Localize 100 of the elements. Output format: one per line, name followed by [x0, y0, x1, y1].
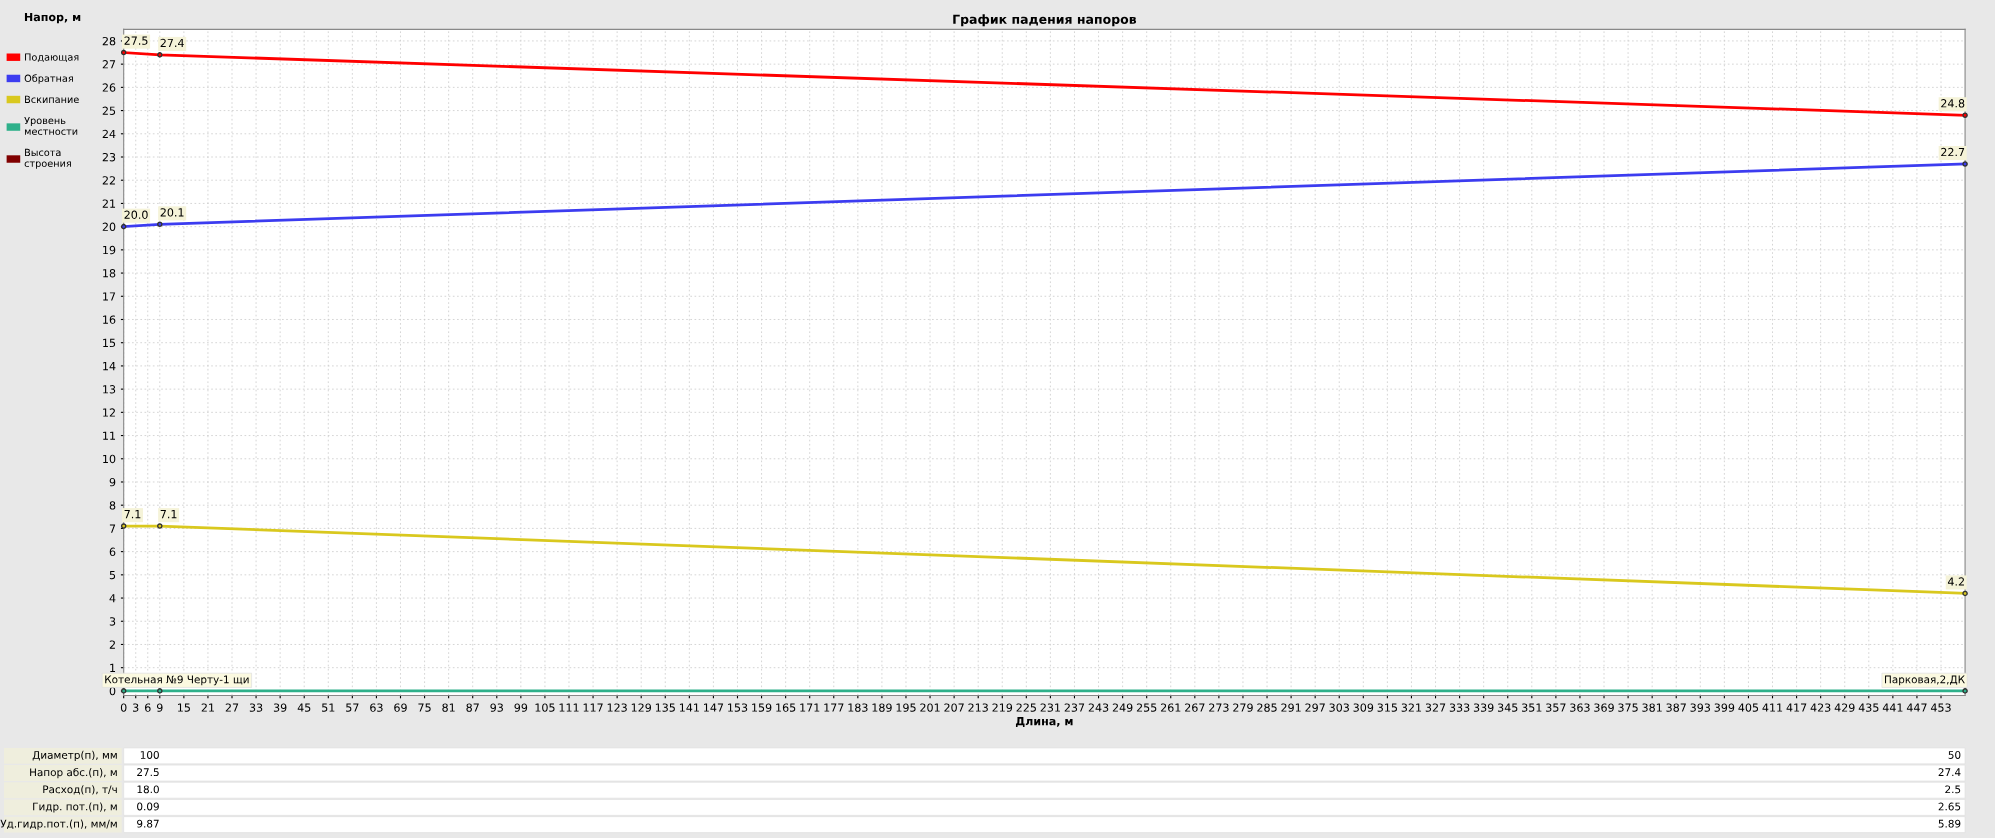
- x-tick-label: 303: [1329, 703, 1349, 712]
- y-tick-label: 20: [102, 222, 116, 232]
- x-tick-label: 249: [1112, 703, 1133, 712]
- y-tick-label: 2: [109, 640, 115, 649]
- x-tick-label: 321: [1401, 703, 1422, 712]
- x-tick-label: 351: [1522, 703, 1542, 712]
- x-tick-label: 267: [1185, 703, 1205, 712]
- x-tick-label: 201: [920, 703, 940, 712]
- x-tick-label: 339: [1473, 703, 1494, 712]
- x-tick-label: 453: [1930, 703, 1951, 712]
- x-tick-label: 75: [418, 703, 431, 712]
- point: [1962, 590, 1968, 597]
- x-tick-label: 183: [848, 703, 868, 712]
- y-tick-label: 22: [102, 176, 115, 185]
- y-axis-title: Напор, м: [24, 12, 81, 24]
- x-tick-label: 393: [1690, 703, 1711, 712]
- text: 2.65: [1938, 802, 1961, 811]
- x-tick-label: 375: [1618, 703, 1638, 712]
- x-tick-label: 417: [1786, 703, 1807, 712]
- y-tick-label: 8: [109, 501, 116, 510]
- x-tick-label: 429: [1834, 703, 1855, 712]
- text: Расход(п), т/ч: [43, 785, 117, 795]
- y-tick-label: 14: [103, 362, 116, 371]
- y-tick-label: 27: [102, 60, 116, 69]
- x-tick-label: 6: [145, 703, 151, 712]
- x-tick-label: 255: [1136, 703, 1157, 712]
- x-tick-label: 117: [583, 703, 603, 712]
- x-tick-label: 165: [776, 703, 796, 712]
- x-tick-label: 171: [800, 703, 820, 712]
- point: [157, 523, 163, 529]
- legend-label: Подающая: [25, 53, 79, 62]
- x-tick-label: 219: [992, 703, 1013, 712]
- data-label: 27.4: [160, 38, 184, 47]
- x-tick-label: 381: [1642, 703, 1662, 712]
- text: Напор абс.(п), м: [30, 767, 117, 779]
- chart-title: График падения напоров: [953, 14, 1137, 27]
- legend-label: Обратная: [24, 74, 73, 84]
- x-tick-label: 21: [201, 703, 214, 712]
- x-tick-label: 435: [1858, 703, 1879, 712]
- y-tick-label: 4: [109, 594, 116, 603]
- x-tick-label: 135: [655, 703, 675, 712]
- x-tick-label: 45: [297, 703, 311, 712]
- x-tick-label: 441: [1882, 703, 1903, 712]
- y-tick-label: 18: [103, 269, 116, 278]
- legend-label: Вскипание: [25, 95, 79, 104]
- y-tick-label: 19: [103, 245, 116, 255]
- point: [157, 221, 163, 228]
- x-tick-label: 345: [1497, 703, 1518, 712]
- y-tick-label: 0: [109, 686, 116, 696]
- x-tick-label: 33: [249, 703, 263, 712]
- text: 0.09: [137, 802, 159, 811]
- text: 27.4: [1938, 768, 1961, 776]
- y-tick-label: 3: [109, 617, 116, 626]
- text: 9.87: [137, 819, 159, 828]
- y-tick-label: 28: [102, 36, 116, 46]
- x-tick-label: 399: [1714, 703, 1735, 712]
- text: 5.89: [1938, 819, 1961, 828]
- x-tick-label: 195: [896, 703, 916, 712]
- legend-label: Уровень местности: [24, 116, 78, 136]
- x-tick-label: 207: [944, 703, 964, 712]
- annotation: Котельная №9 Черту-1 щи: [105, 675, 249, 686]
- text: Уд.гидр.пот.(п), мм/м: [0, 819, 117, 830]
- text: 18.0: [137, 785, 159, 794]
- y-tick-label: 17: [103, 292, 116, 301]
- x-axis-title: Длина, м: [1015, 717, 1073, 727]
- x-tick-label: 411: [1762, 703, 1783, 712]
- x-tick-label: 3: [133, 703, 139, 712]
- data-label: 7.1: [124, 510, 141, 519]
- y-tick-label: 21: [102, 199, 116, 208]
- x-tick-label: 297: [1305, 703, 1325, 712]
- x-tick-label: 405: [1738, 703, 1759, 712]
- text: Диаметр(п), мм: [32, 750, 117, 761]
- y-tick-label: 25: [102, 106, 116, 115]
- x-tick-label: 15: [178, 703, 190, 712]
- y-tick-label: 16: [103, 315, 116, 324]
- x-tick-label: 0: [120, 703, 127, 712]
- y-tick-label: 1: [110, 663, 116, 672]
- data-label: 20.0: [124, 210, 148, 219]
- point: [1962, 161, 1968, 167]
- point: [120, 523, 127, 529]
- x-tick-label: 237: [1064, 703, 1085, 712]
- x-tick-label: 309: [1353, 703, 1374, 712]
- x-tick-label: 357: [1546, 703, 1566, 712]
- x-tick-label: 93: [490, 703, 503, 712]
- y-tick-label: 23: [102, 152, 116, 162]
- text: 100: [140, 751, 159, 759]
- x-tick-label: 129: [631, 703, 652, 712]
- x-tick-label: 189: [872, 703, 892, 712]
- y-tick-label: 15: [103, 338, 116, 348]
- data-label: 4.2: [1947, 577, 1964, 586]
- x-tick-label: 243: [1088, 703, 1109, 712]
- y-tick-label: 10: [103, 454, 116, 464]
- y-tick-label: 13: [103, 385, 116, 394]
- y-tick-label: 24: [102, 129, 116, 139]
- x-tick-label: 177: [824, 703, 844, 712]
- x-tick-label: 261: [1160, 703, 1181, 712]
- x-tick-label: 69: [394, 703, 407, 712]
- x-tick-label: 315: [1377, 703, 1398, 712]
- x-tick-label: 51: [322, 703, 335, 712]
- x-tick-label: 279: [1233, 703, 1253, 712]
